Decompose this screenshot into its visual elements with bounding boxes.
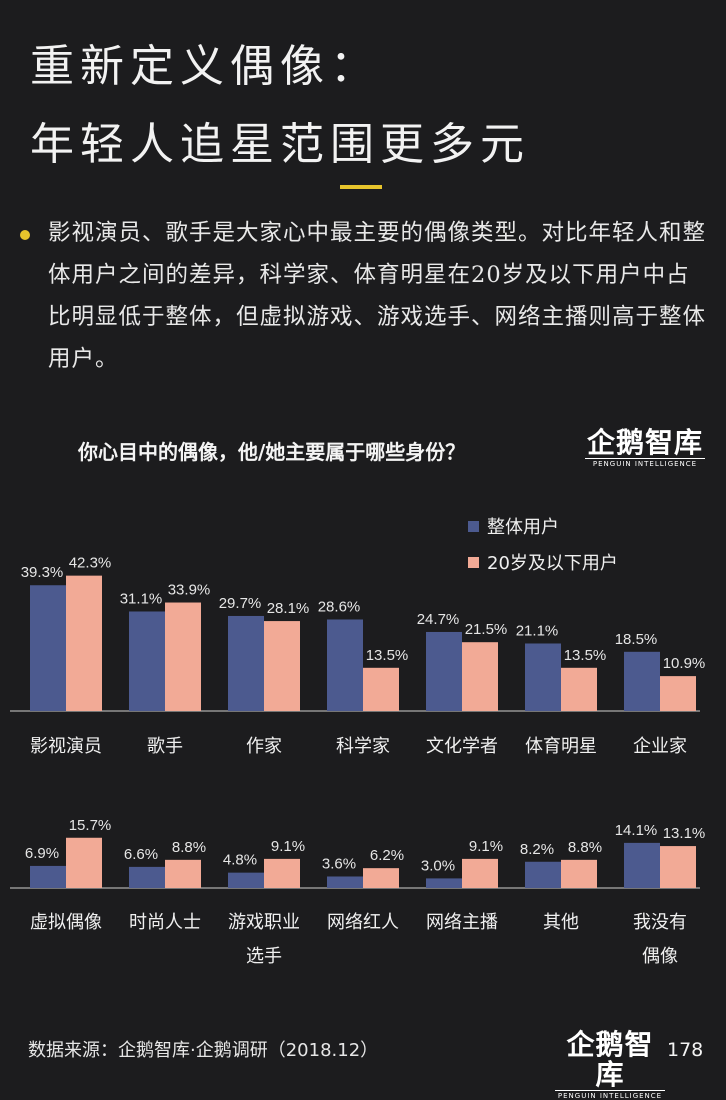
bar-young bbox=[66, 837, 102, 888]
bullet-dot bbox=[20, 230, 30, 240]
logo-subtext: PENGUIN INTELLIGENCE bbox=[585, 458, 705, 468]
title-line-1: 重新定义偶像： bbox=[30, 41, 380, 92]
data-label: 6.9% bbox=[25, 845, 59, 862]
category-label: 网络红人 bbox=[327, 912, 399, 933]
data-label: 13.5% bbox=[366, 647, 409, 664]
bar-overall bbox=[426, 631, 462, 711]
data-label: 28.6% bbox=[318, 598, 361, 615]
data-label: 21.5% bbox=[465, 621, 508, 638]
data-label: 6.6% bbox=[124, 846, 158, 863]
data-label: 3.6% bbox=[322, 855, 356, 872]
bar-overall bbox=[525, 643, 561, 711]
category-label: 网络主播 bbox=[426, 912, 498, 933]
data-label: 42.3% bbox=[69, 555, 112, 572]
bar-overall bbox=[327, 876, 363, 888]
bar-overall bbox=[426, 878, 462, 888]
bar-overall bbox=[228, 615, 264, 711]
category-label: 文化学者 bbox=[426, 736, 498, 757]
bar-young bbox=[66, 575, 102, 711]
logo-footer-text: 企鹅智库 bbox=[566, 1028, 654, 1091]
legend-item-overall: 整体用户 bbox=[468, 513, 559, 539]
data-label: 39.3% bbox=[21, 564, 64, 581]
data-label: 4.8% bbox=[223, 852, 257, 869]
penguin-logo: 企鹅智库 PENGUIN INTELLIGENCE bbox=[585, 428, 705, 468]
logo-text: 企鹅智库 bbox=[586, 426, 703, 459]
data-label: 14.1% bbox=[615, 822, 658, 839]
data-label: 10.9% bbox=[663, 655, 706, 672]
data-label: 13.1% bbox=[663, 825, 706, 842]
bar-overall bbox=[327, 619, 363, 711]
category-label: 我没有 bbox=[633, 912, 687, 933]
data-label: 9.1% bbox=[469, 838, 503, 855]
legend-label-overall: 整体用户 bbox=[487, 517, 559, 538]
data-label: 33.9% bbox=[168, 582, 211, 599]
category-label: 歌手 bbox=[147, 736, 183, 757]
bar-overall bbox=[129, 866, 165, 888]
category-label: 虚拟偶像 bbox=[30, 912, 102, 933]
category-label: 影视演员 bbox=[30, 736, 102, 757]
category-label: 企业家 bbox=[633, 736, 687, 757]
data-source: 数据来源：企鹅智库·企鹅调研（2018.12） bbox=[28, 1040, 379, 1061]
data-label: 13.5% bbox=[564, 647, 607, 664]
bar-young bbox=[165, 602, 201, 711]
data-label: 8.8% bbox=[568, 839, 602, 856]
bar-young bbox=[660, 676, 696, 711]
category-label: 体育明星 bbox=[525, 736, 597, 757]
bar-overall bbox=[525, 861, 561, 888]
bar-overall bbox=[228, 872, 264, 888]
data-label: 6.2% bbox=[370, 847, 404, 864]
legend-label-young: 20岁及以下用户 bbox=[487, 553, 618, 574]
bar-young bbox=[165, 859, 201, 888]
chart-question: 你心目中的偶像，他/她主要属于哪些身份？ bbox=[78, 440, 466, 464]
bar-overall bbox=[624, 651, 660, 711]
bar-young bbox=[462, 642, 498, 711]
data-label: 24.7% bbox=[417, 611, 460, 628]
bar-young bbox=[264, 858, 300, 888]
data-label: 31.1% bbox=[120, 590, 163, 607]
bar-young bbox=[462, 858, 498, 888]
bar-young bbox=[561, 859, 597, 888]
bar-young bbox=[660, 846, 696, 888]
penguin-logo-footer: 企鹅智库 PENGUIN INTELLIGENCE bbox=[555, 1030, 665, 1100]
data-label: 21.1% bbox=[516, 622, 559, 639]
bar-young bbox=[561, 667, 597, 711]
title-line-2: 年轻人追星范围更多元 bbox=[30, 119, 530, 170]
category-label: 科学家 bbox=[336, 736, 390, 757]
bar-young bbox=[363, 667, 399, 711]
legend-item-young: 20岁及以下用户 bbox=[468, 549, 618, 575]
bar-overall bbox=[624, 842, 660, 888]
category-label: 时尚人士 bbox=[129, 912, 201, 933]
bar-chart: 39.3% 42.3% 影视演员 31.1% 33.9% 歌手 29.7% 28.1% 作家 28… bbox=[10, 555, 706, 967]
logo-footer-subtext: PENGUIN INTELLIGENCE bbox=[555, 1090, 665, 1100]
title-accent-bar bbox=[340, 185, 382, 189]
category-label: 偶像 bbox=[642, 946, 678, 967]
data-label: 8.8% bbox=[172, 839, 206, 856]
category-label: 作家 bbox=[246, 736, 282, 757]
category-label: 其他 bbox=[543, 912, 579, 933]
page-number: 178 bbox=[667, 1039, 704, 1061]
intro-paragraph: 影视演员、歌手是大家心中最主要的偶像类型。对比年轻人和整体用户之间的差异，科学家… bbox=[48, 220, 707, 372]
bar-overall bbox=[129, 611, 165, 711]
data-label: 3.0% bbox=[421, 857, 455, 874]
category-label: 游戏职业 bbox=[228, 912, 300, 933]
data-label: 8.2% bbox=[520, 841, 554, 858]
legend-swatch-young bbox=[468, 556, 479, 568]
bar-young bbox=[363, 868, 399, 888]
data-label: 18.5% bbox=[615, 631, 658, 648]
data-label: 9.1% bbox=[271, 838, 305, 855]
bar-overall bbox=[30, 585, 66, 711]
data-label: 15.7% bbox=[69, 817, 112, 834]
data-label: 28.1% bbox=[267, 600, 310, 617]
bar-overall bbox=[30, 865, 66, 888]
category-label: 选手 bbox=[246, 946, 282, 967]
data-label: 29.7% bbox=[219, 595, 262, 612]
bar-young bbox=[264, 621, 300, 711]
legend-swatch-overall bbox=[468, 520, 479, 532]
